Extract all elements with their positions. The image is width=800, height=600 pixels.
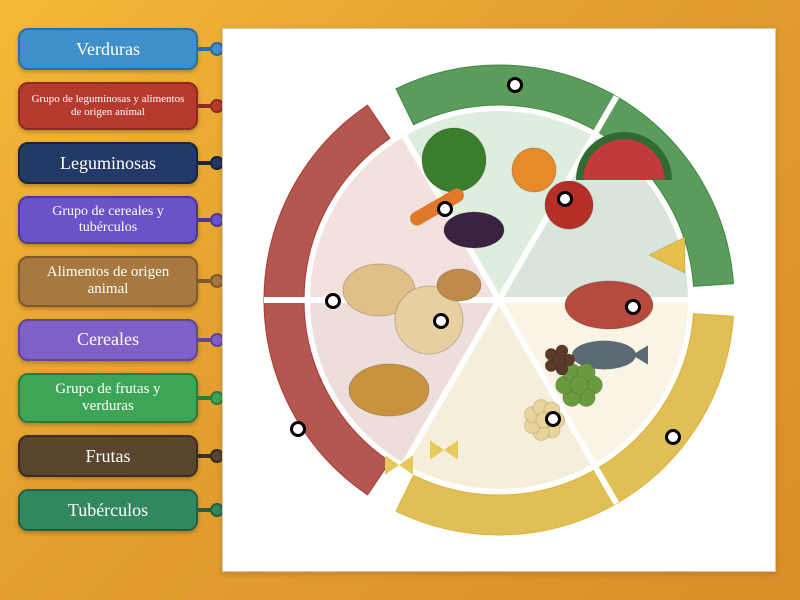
tag-label: Cereales <box>77 329 139 350</box>
tag-label: Tubérculos <box>68 500 148 521</box>
draggable-tag-8[interactable]: Tubérculos <box>18 489 198 531</box>
tag-label: Frutas <box>86 446 131 467</box>
target-veg[interactable] <box>437 201 453 217</box>
target-fruit[interactable] <box>557 191 573 207</box>
target-tuber[interactable] <box>433 313 449 329</box>
target-top[interactable] <box>507 77 523 93</box>
target-animal-right[interactable] <box>625 299 641 315</box>
tag-label: Grupo de leguminosas y alimentos de orig… <box>28 93 188 118</box>
tag-label: Verduras <box>76 39 140 60</box>
tag-label: Grupo de cereales y tubérculos <box>28 204 188 236</box>
food-broccoli <box>422 128 486 192</box>
draggable-tag-1[interactable]: Grupo de leguminosas y alimentos de orig… <box>18 82 198 130</box>
food-orange <box>512 148 556 192</box>
food-loaf <box>349 364 429 416</box>
diagram-panel <box>222 28 776 572</box>
draggable-tag-6[interactable]: Grupo de frutas y verduras <box>18 373 198 424</box>
draggable-tag-5[interactable]: Cereales <box>18 319 198 361</box>
tag-label: Alimentos de origen animal <box>28 264 188 299</box>
target-legume[interactable] <box>545 411 561 427</box>
draggable-tag-0[interactable]: Verduras <box>18 28 198 70</box>
draggable-tag-7[interactable]: Frutas <box>18 435 198 477</box>
tag-label: Grupo de frutas y verduras <box>28 381 188 416</box>
draggable-tag-3[interactable]: Grupo de cereales y tubérculos <box>18 196 198 244</box>
draggable-tag-4[interactable]: Alimentos de origen animal <box>18 256 198 307</box>
label-sidebar: Verduras Grupo de leguminosas y alimentos… <box>18 28 198 531</box>
target-cereal-left[interactable] <box>325 293 341 309</box>
draggable-tag-2[interactable]: Leguminosas <box>18 142 198 184</box>
target-bottom-left[interactable] <box>290 421 306 437</box>
food-eggplant <box>444 212 504 248</box>
tag-label: Leguminosas <box>60 153 156 174</box>
food-potato <box>437 269 481 301</box>
target-bottom-right[interactable] <box>665 429 681 445</box>
